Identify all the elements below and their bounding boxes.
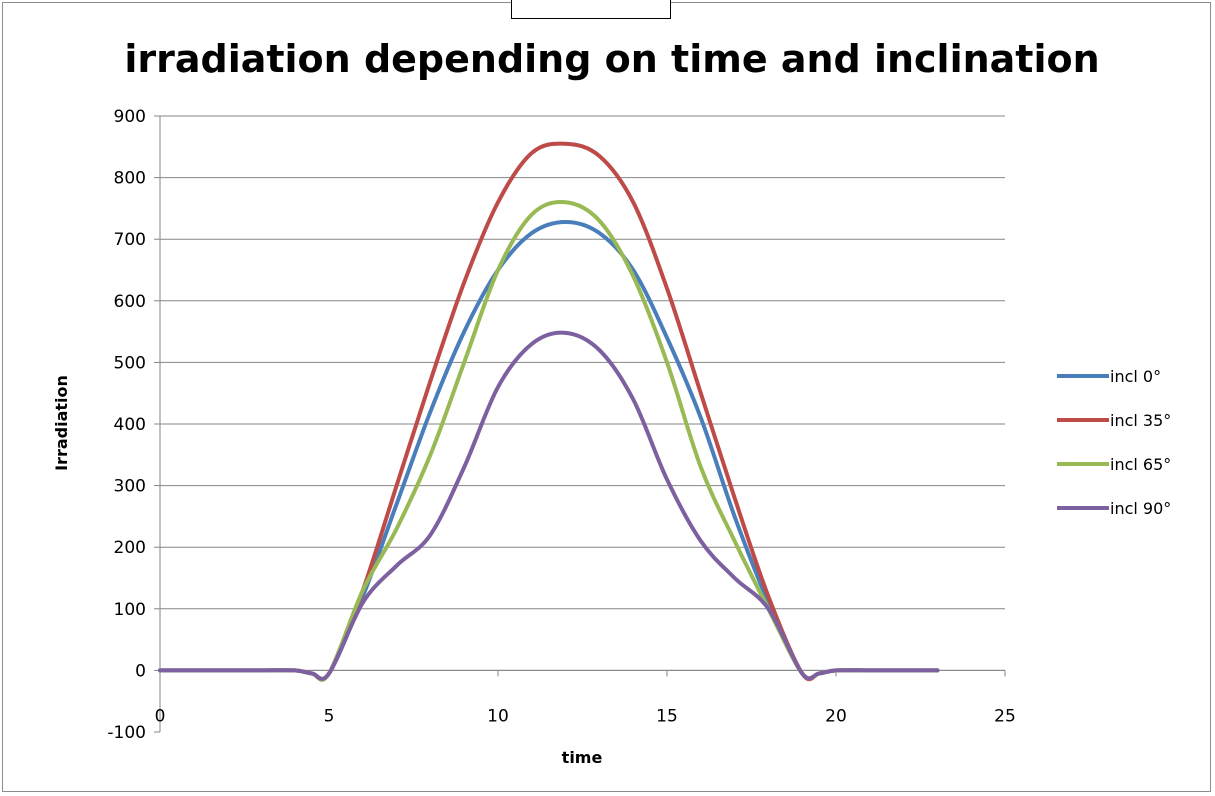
x-tick-label: 0 bbox=[155, 706, 166, 726]
y-tick-label: 800 bbox=[114, 169, 146, 189]
y-tick-label: 400 bbox=[114, 415, 146, 435]
legend-label: incl 90° bbox=[1110, 499, 1171, 518]
y-tick-label: 600 bbox=[114, 292, 146, 312]
series-line-4 bbox=[158, 330, 940, 681]
y-tick-label: 200 bbox=[114, 538, 146, 558]
y-tick-label: 500 bbox=[114, 353, 146, 373]
x-tick-label: 5 bbox=[324, 706, 335, 726]
y-tick-label: 100 bbox=[114, 600, 146, 620]
series-line-3 bbox=[158, 200, 940, 682]
x-tick-labels: 0 5 10 15 20 25 bbox=[155, 706, 1016, 726]
y-tick-label: 300 bbox=[114, 477, 146, 497]
y-tick-label: -100 bbox=[107, 723, 146, 743]
series-lines bbox=[158, 141, 940, 682]
y-tick-labels: -100 0 100 200 300 400 500 600 700 800 900 bbox=[107, 107, 146, 743]
y-tick-label: 900 bbox=[114, 107, 146, 127]
x-tick-label: 15 bbox=[656, 706, 678, 726]
legend-label: incl 0° bbox=[1110, 367, 1161, 386]
chart-title: irradiation depending on time and inclin… bbox=[124, 37, 1099, 81]
x-axis-label: time bbox=[562, 748, 603, 767]
chart-top-tab bbox=[511, 0, 671, 19]
legend: incl 0° incl 35° incl 65° incl 90° bbox=[1057, 367, 1171, 518]
x-tick-label: 25 bbox=[994, 706, 1016, 726]
series-line-1 bbox=[158, 219, 940, 682]
y-axis-label: Irradiation bbox=[52, 375, 71, 471]
x-tick-label: 20 bbox=[825, 706, 847, 726]
gridlines bbox=[160, 115, 1005, 671]
legend-label: incl 65° bbox=[1110, 455, 1171, 474]
y-tick-label: 0 bbox=[135, 661, 146, 681]
y-tick-label: 700 bbox=[114, 230, 146, 250]
x-tick-label: 10 bbox=[487, 706, 509, 726]
legend-label: incl 35° bbox=[1110, 411, 1171, 430]
